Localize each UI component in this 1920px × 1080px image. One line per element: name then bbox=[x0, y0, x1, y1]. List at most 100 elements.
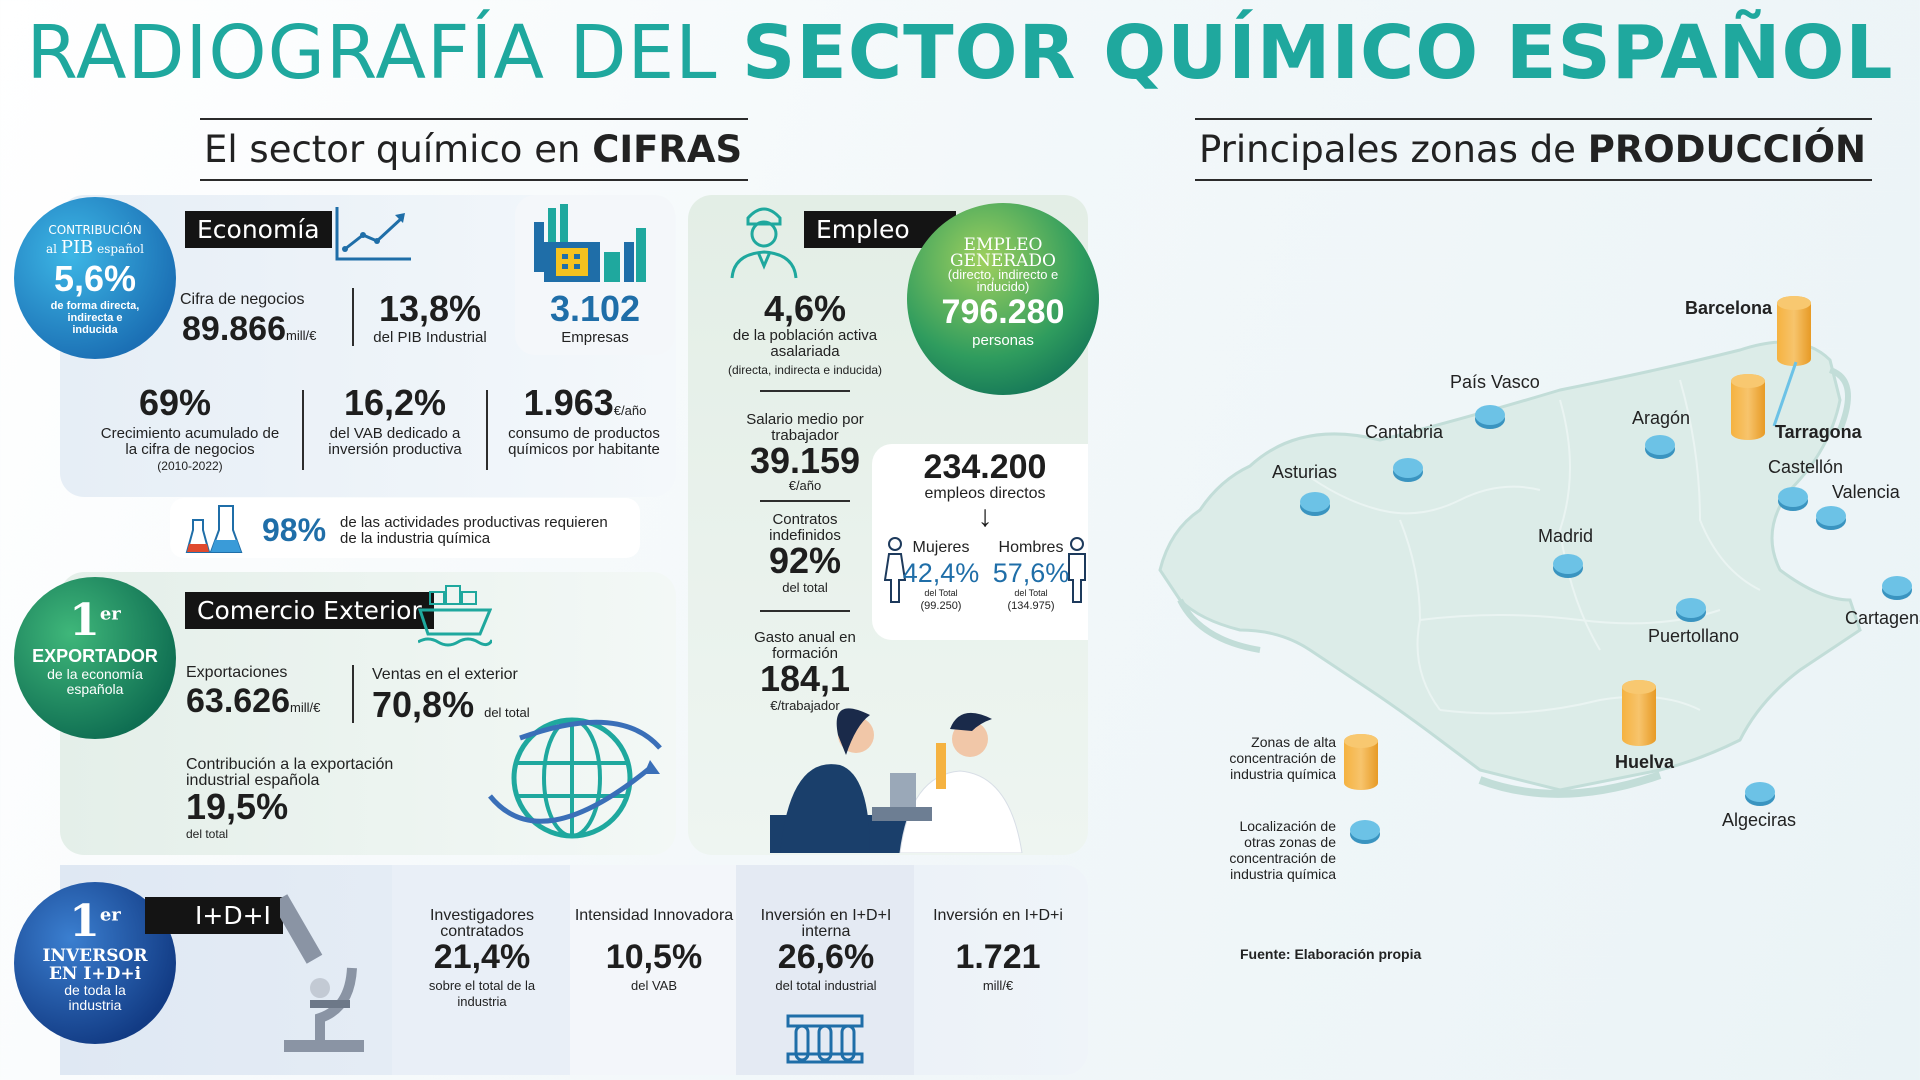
export-value-unit: mill/€ bbox=[290, 700, 321, 715]
cifra-value-number: 89.866 bbox=[182, 310, 286, 348]
cylinder-barcelona bbox=[1777, 296, 1811, 366]
scientists-illustration bbox=[770, 708, 1023, 853]
actividades-label: de las actividades productivas requieren… bbox=[340, 514, 608, 547]
idi-stat-unit: del total industrial bbox=[775, 978, 877, 993]
legend-high-label: Zonas de alta concentración de industria… bbox=[1229, 734, 1336, 782]
map-label-cantabria: Cantabria bbox=[1365, 422, 1444, 442]
idi-stat-label: Inversión en I+D+i bbox=[933, 907, 1063, 924]
pib-ind-label: del PIB Industrial bbox=[373, 329, 487, 346]
divider bbox=[760, 500, 850, 502]
disc-puertollano bbox=[1676, 598, 1706, 618]
man-icon bbox=[1068, 537, 1086, 603]
consumo-value-number: 1.963 bbox=[523, 382, 614, 423]
down-arrow-icon: ↓ bbox=[977, 500, 993, 533]
directos-value: 234.200 bbox=[923, 448, 1047, 486]
contratos-label: Contratos indefinidos bbox=[769, 511, 841, 544]
growth-chart-icon bbox=[335, 207, 411, 261]
cifra-value-unit: mill/€ bbox=[286, 328, 317, 343]
exportador-title: EXPORTADOR bbox=[32, 646, 158, 666]
ventas-value: 70,8% del total bbox=[372, 684, 530, 726]
idi-stat-value: 10,5% bbox=[605, 938, 703, 976]
idi-stat-label: Intensidad Innovadora bbox=[574, 907, 734, 924]
idi-col-1 bbox=[392, 865, 570, 1075]
disc-asturias bbox=[1300, 492, 1330, 512]
pob-value: 4,6% bbox=[763, 288, 847, 329]
idi-stat-value: 1.721 bbox=[955, 938, 1041, 976]
empleo-badge: EMPLEO GENERADO (directo, indirecto e in… bbox=[907, 203, 1099, 395]
gasto-value: 184,1 bbox=[759, 658, 851, 699]
exportador-sub: de la economía española bbox=[47, 666, 143, 697]
cylinder-tarragona bbox=[1731, 374, 1765, 440]
pib-badge-bottom: de forma directa, indirecta e inducida bbox=[50, 300, 140, 336]
pib-ind-value: 13,8% bbox=[378, 288, 482, 329]
map-label-barcelona: Barcelona bbox=[1685, 298, 1773, 318]
worker-icon bbox=[730, 207, 798, 279]
idi-col-3 bbox=[736, 865, 914, 1075]
mujeres-count: (99.250) bbox=[920, 600, 962, 612]
empresas-label: Empresas bbox=[561, 329, 629, 346]
main-title: RADIOGRAFÍA DEL SECTOR QUÍMICO ESPAÑOL bbox=[0, 10, 1920, 96]
pib-badge-mid1: al bbox=[46, 242, 57, 256]
mujeres-value: 42,4% bbox=[902, 558, 980, 588]
hombres-count: (134.975) bbox=[1007, 600, 1055, 612]
consumo-value-unit: €/año bbox=[613, 403, 647, 418]
map-label-tarragona: Tarragona bbox=[1775, 422, 1862, 442]
empleo-badge-title: EMPLEO GENERADO bbox=[950, 235, 1056, 271]
map-label-aragon: Aragón bbox=[1632, 408, 1691, 428]
inversor-rank: 1er bbox=[14, 896, 176, 947]
empresas-value: 3.102 bbox=[549, 288, 641, 329]
empleo-badge-value: 796.280 bbox=[941, 293, 1065, 331]
divider bbox=[760, 610, 850, 612]
contratos-unit: del total bbox=[782, 580, 828, 595]
hombres-value: 57,6% bbox=[992, 558, 1070, 588]
consumo-value: 1.963€/año bbox=[500, 382, 670, 424]
salario-unit: €/año bbox=[788, 478, 822, 493]
disc-cantabria bbox=[1393, 458, 1423, 478]
idi-col-2 bbox=[570, 865, 736, 1075]
directos-box bbox=[872, 444, 1088, 640]
export-value: 63.626mill/€ bbox=[186, 682, 320, 721]
globe-icon bbox=[488, 717, 662, 839]
empleo-badge-unit: personas bbox=[972, 332, 1034, 349]
idi-stat-value: 26,6% bbox=[777, 938, 875, 976]
pob-note: (directa, indirecta e inducida) bbox=[727, 363, 883, 377]
map-label-valencia: Valencia bbox=[1832, 482, 1900, 502]
map-label-madrid: Madrid bbox=[1538, 526, 1594, 546]
export-value-number: 63.626 bbox=[186, 682, 290, 720]
map-label-pais-vasco: País Vasco bbox=[1450, 372, 1540, 392]
exportador-badge: 1er EXPORTADOR de la economía española bbox=[14, 577, 176, 739]
actividades-box bbox=[170, 498, 640, 558]
title-bold: SECTOR QUÍMICO ESPAÑOL bbox=[742, 10, 1894, 96]
map-label-castellon: Castellón bbox=[1768, 457, 1844, 477]
idi-stat-unit: del VAB bbox=[630, 978, 677, 993]
contrib-value: 19,5% bbox=[186, 786, 289, 827]
actividades-value: 98% bbox=[262, 512, 327, 548]
right-heading-bold: PRODUCCIÓN bbox=[1587, 128, 1867, 171]
inversor-rank-sup: er bbox=[99, 904, 121, 926]
map-label-huelva: Huelva bbox=[1615, 752, 1675, 772]
divider bbox=[352, 288, 354, 346]
left-heading-bold: CIFRAS bbox=[592, 128, 743, 171]
pob-label: de la población activa asalariada bbox=[732, 327, 878, 360]
inversor-badge: 1er INVERSOR EN I+D+i de toda la industr… bbox=[14, 882, 176, 1044]
pib-badge: CONTRIBUCIÓN al PIB español 5,6% de form… bbox=[14, 197, 176, 359]
gasto-unit: €/trabajador bbox=[770, 698, 840, 713]
map-label-algeciras: Algeciras bbox=[1722, 810, 1797, 830]
economia-tag: Economía bbox=[185, 211, 332, 248]
ventas-value-number: 70,8% bbox=[372, 684, 475, 725]
disc-cartagena bbox=[1882, 576, 1912, 596]
factory-icon bbox=[534, 204, 646, 282]
pib-badge-pib: PIB bbox=[60, 237, 94, 258]
contratos-value: 92% bbox=[768, 540, 842, 581]
salario-value: 39.159 bbox=[749, 440, 861, 481]
pib-badge-top: CONTRIBUCIÓN bbox=[48, 223, 142, 237]
idi-stat-label: Investigadores contratados bbox=[429, 907, 535, 940]
salario-label: Salario medio por trabajador bbox=[746, 411, 864, 444]
map-label-asturias: Asturias bbox=[1272, 462, 1338, 482]
divider bbox=[302, 390, 304, 470]
ship-icon bbox=[418, 585, 492, 647]
flask-icon bbox=[185, 505, 243, 553]
directos-label: empleos directos bbox=[924, 485, 1046, 502]
cifra-label: Cifra de negocios bbox=[180, 291, 305, 308]
inversor-title: INVERSOR EN I+D+i bbox=[42, 946, 148, 984]
